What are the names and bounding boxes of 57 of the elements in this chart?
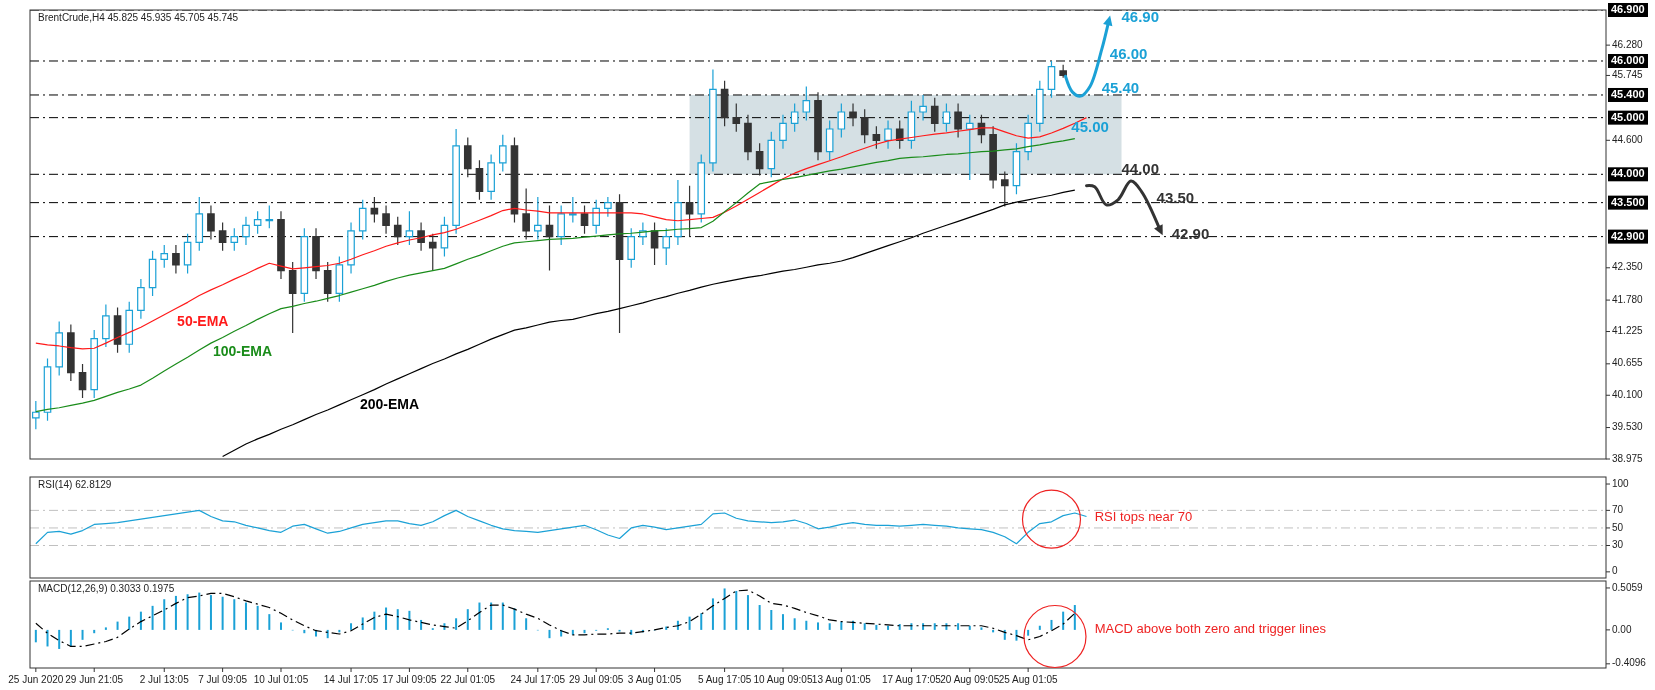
- x-tick-label: 14 Jul 17:05: [323, 674, 379, 685]
- ref-line-label: 44.000: [1611, 167, 1645, 180]
- y-tick-label: 41.225: [1612, 325, 1644, 337]
- y-tick-label: 44.600: [1612, 133, 1644, 145]
- ref-line-label: 45.000: [1611, 110, 1645, 123]
- series-label: 100-EMA: [212, 343, 273, 360]
- y-tick-label: 42.350: [1612, 261, 1644, 273]
- y-tick-label: 30: [1612, 539, 1624, 551]
- x-tick-label: 22 Jul 01:05: [440, 674, 496, 685]
- y-tick-label: 45.745: [1612, 69, 1644, 81]
- x-tick-label: 29 Jun 21:05: [65, 674, 124, 685]
- y-tick-label: -0.4096: [1612, 657, 1647, 669]
- x-tick-label: 13 Aug 01:05: [811, 674, 872, 685]
- ref-line-label: 43.500: [1611, 195, 1645, 208]
- annotation: 42.90: [1171, 225, 1210, 243]
- y-tick-label: 39.530: [1612, 421, 1644, 433]
- ref-line-label: 42.900: [1611, 229, 1645, 242]
- annotation: RSI tops near 70: [1094, 508, 1193, 524]
- x-tick-label: 29 Jul 09:05: [568, 674, 624, 685]
- y-tick-label: 0.00: [1612, 623, 1632, 635]
- annotation: 45.40: [1101, 79, 1140, 97]
- ref-line-label: 46.000: [1611, 53, 1645, 66]
- x-tick-label: 10 Aug 09:05: [753, 674, 813, 685]
- chart-title: BrentCrude,H4 45.825 45.935 45.705 45.745: [38, 12, 239, 23]
- ref-line-label: 45.400: [1611, 87, 1645, 100]
- series-label: 50-EMA: [177, 313, 229, 330]
- y-tick-label: 41.780: [1612, 293, 1644, 305]
- y-tick-label: 40.655: [1612, 357, 1644, 369]
- y-tick-label: 0: [1612, 565, 1618, 577]
- x-tick-label: 24 Jul 17:05: [510, 674, 566, 685]
- y-tick-label: 0.5059: [1612, 581, 1644, 593]
- y-tick-label: 46.280: [1612, 38, 1644, 50]
- x-tick-label: 25 Aug 01:05: [998, 674, 1059, 685]
- annotation: 44.00: [1121, 159, 1160, 177]
- annotation: 45.00: [1071, 117, 1109, 135]
- x-tick-label: 7 Jul 09:05: [198, 674, 248, 685]
- y-tick-label: 38.975: [1612, 452, 1644, 464]
- y-tick-label: 50: [1612, 521, 1624, 533]
- x-tick-label: 17 Jul 09:05: [382, 674, 438, 685]
- chart-title: MACD(12,26,9) 0.3033 0.1975: [38, 583, 175, 594]
- chart-title: RSI(14) 62.8129: [38, 479, 112, 490]
- series-label: 200-EMA: [359, 396, 420, 413]
- ref-line-label: 46.900: [1611, 2, 1645, 15]
- x-tick-label: 2 Jul 13:05: [139, 674, 190, 685]
- annotation: 46.00: [1109, 45, 1148, 63]
- annotation: 46.90: [1121, 7, 1160, 25]
- y-tick-label: 70: [1612, 504, 1624, 516]
- x-tick-label: 10 Jul 01:05: [253, 674, 309, 685]
- annotation: MACD above both zero and trigger lines: [1094, 621, 1327, 637]
- x-tick-label: 3 Aug 01:05: [627, 674, 682, 685]
- y-tick-label: 40.100: [1612, 388, 1644, 400]
- x-tick-label: 25 Jun 2020: [8, 674, 64, 685]
- x-tick-label: 5 Aug 17:05: [697, 674, 752, 685]
- x-tick-label: 17 Aug 17:05: [881, 674, 942, 685]
- annotation: 43.50: [1156, 188, 1195, 206]
- y-tick-label: 100: [1612, 477, 1630, 489]
- x-tick-label: 20 Aug 09:05: [940, 674, 1000, 685]
